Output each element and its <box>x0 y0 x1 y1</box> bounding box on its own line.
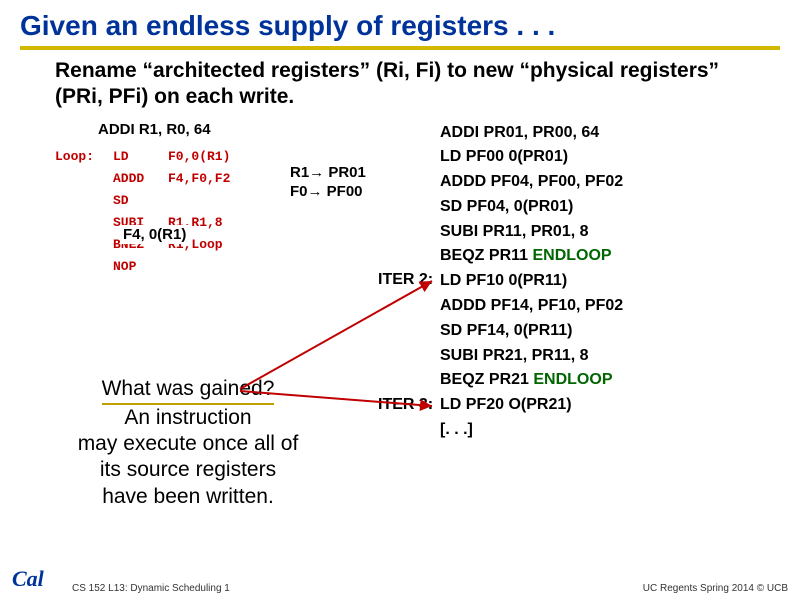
endloop-2: ENDLOOP <box>533 371 612 388</box>
right-line-0: ADDI PR01, PR00, 64 <box>440 121 790 146</box>
right-line-6: LD PF10 0(PR11) <box>440 269 790 294</box>
right-line-3: SD PF04, 0(PR01) <box>440 195 790 220</box>
iter3-label: ITER 3: <box>378 396 433 414</box>
right-line-7: ADDD PF14, PF10, PF02 <box>440 294 790 319</box>
endloop-1: ENDLOOP <box>532 247 611 264</box>
title-underline <box>20 46 780 50</box>
gain-line-2: An instruction <box>124 406 251 429</box>
map-line-2: F0→ PF00 <box>290 182 366 202</box>
rename-map: R1→ PR01 F0→ PF00 <box>290 163 366 202</box>
content-area: ADDI R1, R0, 64 Loop: LD F0,0(R1) ADDD F… <box>0 121 800 561</box>
iter2-label: ITER 2: <box>378 271 433 289</box>
right-line-10: BEQZ PR21 ENDLOOP <box>440 368 790 393</box>
gain-line-1: What was gained? <box>102 376 275 405</box>
right-line-12: [. . .] <box>440 418 790 443</box>
loop-args-1: F4,F0,F2 <box>168 168 230 190</box>
slide-title: Given an endless supply of registers . .… <box>0 0 800 46</box>
gain-text: What was gained? An instruction may exec… <box>28 376 348 510</box>
footer-right: UC Regents Spring 2014 © UCB <box>643 583 788 594</box>
loop-op-2: SD <box>113 190 168 212</box>
cal-logo: Cal <box>12 564 60 594</box>
gain-line-4: its source registers <box>100 458 276 481</box>
right-line-9: SUBI PR21, PR11, 8 <box>440 344 790 369</box>
loop-label: Loop: <box>55 146 113 168</box>
right-column: ADDI PR01, PR00, 64 LD PF00 0(PR01) ADDD… <box>440 121 790 443</box>
right-line-8: SD PF14, 0(PR11) <box>440 319 790 344</box>
map-line-1: R1→ PR01 <box>290 163 366 183</box>
right-line-4: SUBI PR11, PR01, 8 <box>440 220 790 245</box>
right-line-1: LD PF00 0(PR01) <box>440 145 790 170</box>
loop-op-0: LD <box>113 146 168 168</box>
f4-annotation: F4, 0(R1) <box>120 225 189 244</box>
loop-op-1: ADDD <box>113 168 168 190</box>
svg-text:Cal: Cal <box>12 566 45 591</box>
right-line-11: LD PF20 O(PR21) <box>440 393 790 418</box>
gain-line-5: have been written. <box>102 485 274 508</box>
right-line-5: BEQZ PR11 ENDLOOP <box>440 244 790 269</box>
addi-left-instruction: ADDI R1, R0, 64 <box>98 121 350 138</box>
footer-left: CS 152 L13: Dynamic Scheduling 1 <box>72 583 230 594</box>
gain-line-3: may execute once all of <box>78 432 299 455</box>
loop-op-5: NOP <box>113 256 168 278</box>
loop-args-0: F0,0(R1) <box>168 146 230 168</box>
right-line-2: ADDD PF04, PF00, PF02 <box>440 170 790 195</box>
slide-subtitle: Rename “architected registers” (Ri, Fi) … <box>0 58 800 121</box>
